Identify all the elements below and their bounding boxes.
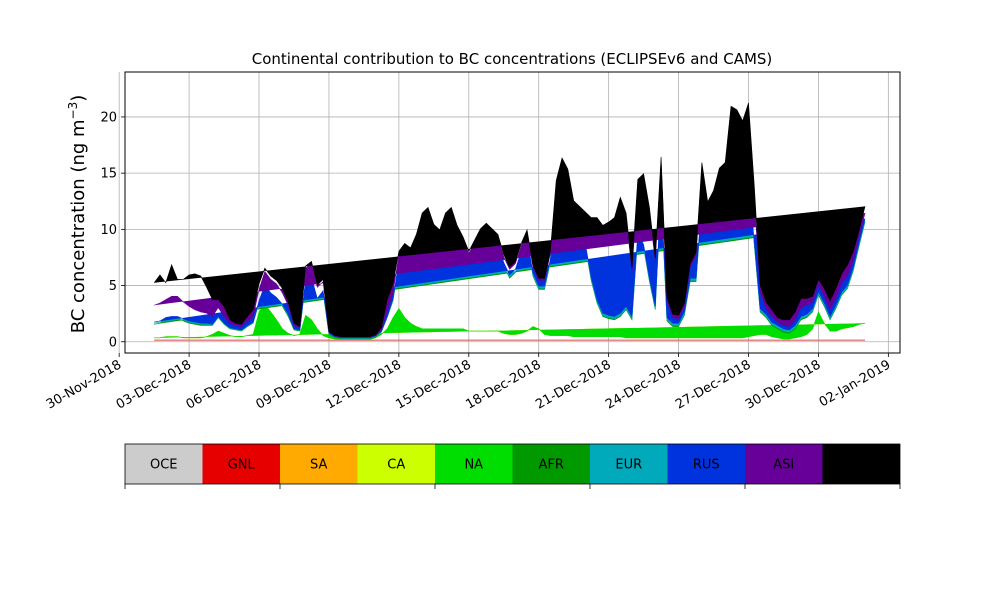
- chart-title: Continental contribution to BC concentra…: [252, 50, 773, 68]
- colorbar-label-rus: RUS: [693, 458, 720, 473]
- y-tick-label: 5: [109, 279, 117, 294]
- colorbar-label-asi: ASI: [773, 458, 794, 473]
- y-tick-label: 20: [100, 110, 117, 125]
- area-aus: [153, 102, 866, 338]
- colorbar-swatch-sa: [280, 444, 358, 484]
- y-axis-label-superscript: −3: [66, 102, 80, 120]
- region-colorbar: OCE GNL SA CA NA AFR EUR RUS ASI AUS: [124, 443, 901, 489]
- y-tick-label: 10: [100, 223, 117, 238]
- colorbar-label-afr: AFR: [539, 458, 564, 473]
- colorbar-swatch-oce: [125, 444, 203, 484]
- plot-frame: [124, 71, 901, 354]
- y-axis-label-close: ): [68, 95, 89, 102]
- colorbar-swatch-ca: [357, 444, 435, 484]
- y-axis-label-main: BC concentration (ng m: [68, 119, 89, 333]
- colorbar-label-eur: EUR: [615, 458, 642, 473]
- stacked-areas: [153, 102, 866, 341]
- y-tick-label: 15: [100, 167, 117, 182]
- colorbar-label-sa: SA: [310, 458, 327, 473]
- colorbar-swatch-na: [435, 444, 513, 484]
- colorbar-label-oce: OCE: [150, 458, 178, 473]
- colorbar-label-ca: CA: [387, 458, 405, 473]
- y-axis-label: BC concentration (ng m−3): [66, 95, 89, 334]
- colorbar-swatch-aus: [822, 444, 900, 484]
- colorbar-swatch-afr: [512, 444, 590, 484]
- colorbar-swatch-gnl: [202, 444, 280, 484]
- y-tick-label: 0: [109, 335, 117, 350]
- colorbar-label-gnl: GNL: [228, 458, 256, 473]
- colorbar-label-aus: AUS: [848, 458, 875, 473]
- area-na: [154, 303, 866, 340]
- colorbar-label-na: NA: [464, 458, 483, 473]
- colorbar-frame: [124, 443, 901, 485]
- colorbar-swatch-eur: [590, 444, 668, 484]
- colorbar-swatch-asi: [745, 444, 823, 484]
- colorbar-swatch-rus: [667, 444, 745, 484]
- y-axis: 0 5 10 15 20: [100, 110, 125, 350]
